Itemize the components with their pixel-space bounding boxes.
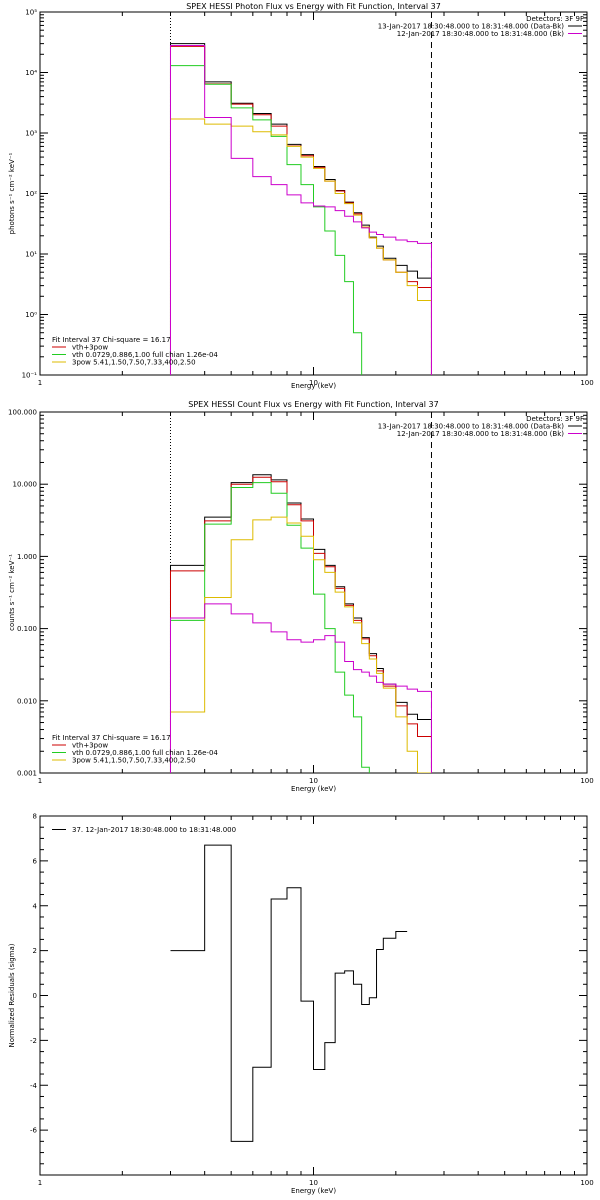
y-tick-label: 2 [33, 947, 37, 955]
chart-title: SPEX HESSI Photon Flux vs Energy with Fi… [186, 2, 441, 11]
y-tick-label: 6 [33, 857, 38, 865]
y-tick-label: 10.000 [13, 481, 38, 489]
series-group [170, 844, 408, 1142]
x-tick-label: 1 [38, 777, 42, 785]
chart-panel-1: SPEX HESSI Photon Flux vs Energy with Fi… [8, 2, 594, 390]
x-axis-label: Energy (keV) [291, 785, 336, 793]
legend-entry: 13-Jan-2017 18:30:48.000 to 18:31:48.000… [378, 423, 565, 431]
legend: 37. 12-Jan-2017 18:30:48.000 to 18:31:48… [52, 826, 236, 834]
legend-entry: 3pow 5.41,1.50,7.50,7.33,400,2.50 [72, 757, 196, 765]
x-tick-label: 10 [309, 777, 318, 785]
y-axis: 8 6 4 2 0 -2 -4 -6 [30, 813, 587, 1165]
y-tick-label: 0.010 [17, 697, 37, 705]
legend-entry: 3pow 5.41,1.50,7.50,7.33,400,2.50 [72, 359, 196, 367]
legend-entry: 12-Jan-2017 18:30:48.000 to 18:31:48.000… [397, 430, 565, 438]
y-tick-label: 4 [33, 902, 38, 910]
y-tick-label: 100.000 [8, 409, 37, 417]
series-line-data-bk [169, 43, 432, 375]
series-line-vth-3pow [169, 476, 432, 773]
legend-entry: Detectors: 3F 9F [526, 415, 584, 423]
y-tick-label: 10¹ [25, 251, 37, 259]
legend-entry: Fit Interval 37 Chi-square = 16.17 [52, 734, 171, 742]
y-axis: 10⁵ 10⁴ 10³ 10² 10¹ 10⁰ 10⁻¹ [22, 9, 587, 380]
legend-entry: vth 0.0729,0.886,1.00 full chian 1.26e-0… [72, 749, 218, 757]
y-axis: 100.000 10.000 1.000 0.100 0.010 0.001 [8, 409, 587, 778]
legend-entry: 13-Jan-2017 18:30:48.000 to 18:31:48.000… [378, 23, 565, 31]
y-tick-label: 0.100 [17, 625, 37, 633]
y-axis-label: Normalized Residuals (sigma) [8, 943, 16, 1047]
x-tick-label: 10 [309, 1179, 318, 1187]
legend: Fit Interval 37 Chi-square = 16.17vth+3p… [52, 734, 218, 765]
legend-entry: 37. 12-Jan-2017 18:30:48.000 to 18:31:48… [72, 826, 236, 834]
legend-entry: Detectors: 3F 9F [526, 15, 584, 23]
x-tick-label: 10 [309, 379, 318, 387]
x-tick-label: 1 [38, 379, 42, 387]
y-tick-label: 10⁵ [25, 9, 37, 17]
chart-panel-2: SPEX HESSI Count Flux vs Energy with Fit… [8, 400, 594, 793]
series-group [169, 43, 432, 375]
series-line-residuals [170, 844, 408, 1142]
x-tick-label: 100 [580, 777, 593, 785]
legend: Fit Interval 37 Chi-square = 16.17vth+3p… [52, 336, 218, 367]
x-tick-label: 100 [580, 1179, 593, 1187]
series-line-3pow [169, 516, 432, 773]
x-axis: 1 10 100 [38, 12, 594, 387]
x-axis-label: Energy (keV) [291, 382, 336, 390]
y-tick-label: 1.000 [17, 553, 37, 561]
chart-panel-3: 1 10 100 Energy (keV) 8 6 4 2 0 -2 -4 -6 Normalized … [8, 813, 594, 1196]
legend-entry: 12-Jan-2017 18:30:48.000 to 18:31:48.000… [397, 30, 565, 38]
y-tick-label: 8 [33, 813, 37, 821]
legend-entry: vth+3pow [72, 742, 108, 750]
series-group [169, 474, 432, 773]
series-line-vth-3pow [169, 45, 432, 375]
series-line-bk [169, 44, 432, 375]
y-tick-label: -2 [30, 1037, 37, 1045]
legend-entry: Fit Interval 37 Chi-square = 16.17 [52, 336, 171, 344]
plot-frame [39, 815, 588, 1176]
y-tick-label: 10² [25, 190, 37, 198]
x-axis-label: Energy (keV) [291, 1187, 336, 1195]
series-line-vth [169, 65, 363, 375]
x-tick-label: 100 [580, 379, 593, 387]
chart-title: SPEX HESSI Count Flux vs Energy with Fit… [188, 400, 439, 409]
series-line-bk [169, 603, 432, 773]
x-axis: 1 10 100 [38, 816, 594, 1187]
y-tick-label: 10⁴ [25, 69, 37, 77]
legend-entry: vth 0.0729,0.886,1.00 full chian 1.26e-0… [72, 351, 218, 359]
x-axis: 1 10 100 [38, 412, 594, 785]
legend-entry: vth+3pow [72, 344, 108, 352]
y-tick-label: 0.001 [17, 770, 37, 778]
y-axis-label: photons s⁻¹ cm⁻² keV⁻¹ [8, 152, 16, 234]
y-tick-label: 10⁰ [25, 311, 37, 319]
y-axis-label: counts s⁻¹ cm⁻² keV⁻¹ [8, 554, 16, 631]
x-tick-label: 1 [38, 1179, 42, 1187]
y-tick-label: -4 [30, 1082, 38, 1090]
y-tick-label: -6 [30, 1127, 38, 1135]
y-tick-label: 10³ [25, 130, 37, 138]
y-tick-label: 0 [33, 992, 37, 1000]
y-tick-label: 10⁻¹ [22, 372, 38, 380]
series-line-3pow [169, 118, 432, 375]
series-line-vth [169, 482, 370, 773]
